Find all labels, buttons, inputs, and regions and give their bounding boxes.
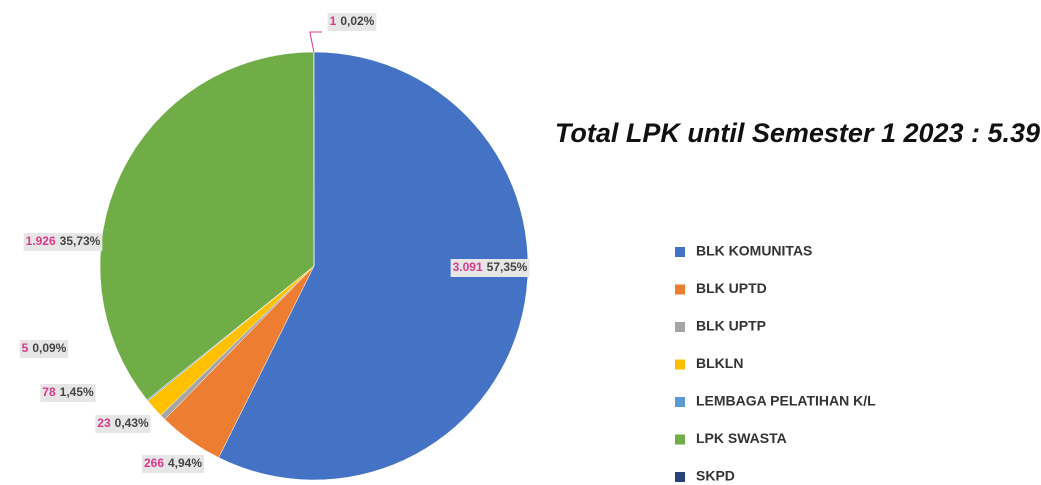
legend-label: BLKLN [696, 355, 743, 371]
chart-title: Total LPK until Semester 1 2023 : 5.390 [555, 118, 1041, 148]
legend-label: BLK UPTD [696, 280, 767, 296]
legend-swatch [675, 397, 685, 407]
legend-swatch [675, 322, 685, 332]
value-label: 266 [144, 456, 164, 470]
value-label: 1 [330, 14, 337, 28]
legend-swatch [675, 434, 685, 445]
pie-slice [218, 51, 529, 481]
value-label: 1.926 [26, 234, 56, 248]
value-label: 23 [97, 416, 111, 430]
legend-swatch [675, 284, 685, 295]
label-bg [327, 13, 377, 31]
leader-line [309, 31, 322, 53]
label-bg [19, 340, 69, 358]
data-label: 3.091 57,35% [453, 260, 528, 274]
legend-label: BLK KOMUNITAS [696, 243, 812, 259]
label-bg [450, 259, 530, 277]
label-bg [23, 233, 103, 251]
pie-slice [99, 51, 315, 401]
data-label: 1.926 35,73% [26, 234, 101, 248]
legend-swatch [675, 247, 685, 257]
legend-swatch [675, 472, 685, 482]
legend-label: LEMBAGA PELATIHAN K/L [696, 393, 876, 409]
data-label: 1 0,02% [330, 14, 375, 28]
label-bg [95, 415, 151, 433]
data-label: 5 0,09% [22, 341, 67, 355]
percent-label: 57,35% [487, 260, 528, 274]
data-label: 78 1,45% [42, 385, 94, 399]
legend-label: BLK UPTP [696, 318, 766, 334]
value-label: 78 [42, 385, 56, 399]
legend-label: LPK SWASTA [696, 430, 787, 446]
data-label: 266 4,94% [144, 456, 202, 470]
percent-label: 0,09% [32, 341, 66, 355]
legend-label: SKPD [696, 468, 735, 484]
legend-swatch [675, 359, 685, 370]
value-label: 3.091 [453, 260, 483, 274]
data-label: 23 0,43% [97, 416, 149, 430]
percent-label: 35,73% [60, 234, 101, 248]
percent-label: 1,45% [60, 385, 94, 399]
value-label: 5 [22, 341, 29, 355]
label-bg [40, 384, 96, 402]
percent-label: 0,02% [340, 14, 374, 28]
percent-label: 0,43% [115, 416, 149, 430]
percent-label: 4,94% [168, 456, 202, 470]
label-bg [141, 455, 205, 473]
